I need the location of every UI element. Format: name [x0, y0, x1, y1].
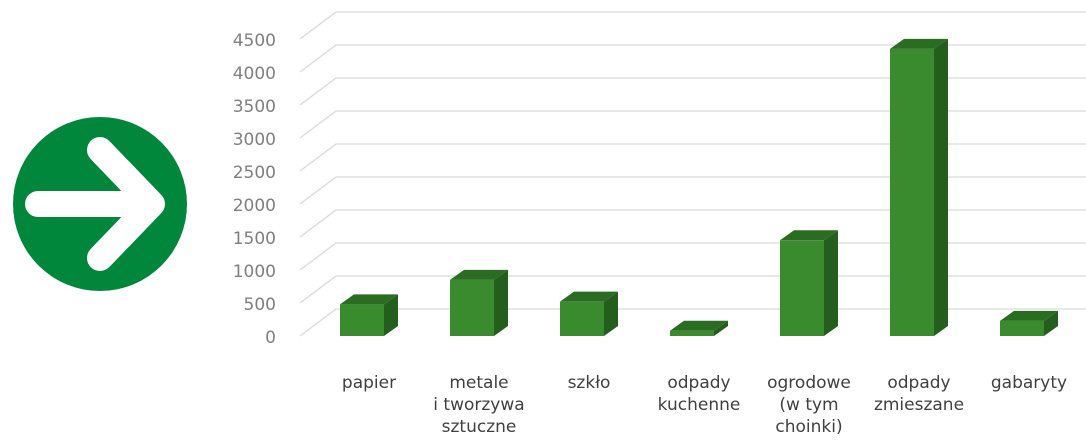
bar-side [494, 269, 508, 336]
bar-front [780, 240, 824, 336]
category-label-line: gabaryty [991, 373, 1067, 393]
grid-line [299, 176, 1086, 205]
bar [450, 269, 508, 336]
y-tick-label: 1000 [233, 262, 276, 282]
bar-top [560, 291, 618, 302]
bar [340, 294, 398, 336]
category-label-line: ogrodowe [767, 373, 851, 393]
grid-line [299, 110, 1086, 139]
grid-lines [299, 11, 1086, 337]
bar [890, 38, 948, 337]
y-tick-label: 0 [265, 328, 276, 348]
category-label-line: (w tym [779, 395, 838, 415]
grid-line [299, 209, 1086, 238]
bar-top [1000, 310, 1058, 321]
bar [560, 291, 618, 336]
grid-line [299, 44, 1086, 73]
bar-front [560, 301, 604, 336]
bars [340, 38, 1058, 337]
bar-front [670, 330, 714, 336]
grid-line [299, 77, 1086, 106]
category-label-line: zmieszane [874, 395, 964, 415]
y-tick-label: 3500 [233, 97, 276, 117]
bar [1000, 310, 1058, 336]
category-label-line: szkło [568, 373, 611, 393]
bar-side [714, 320, 728, 336]
bar-top [780, 230, 838, 241]
category-label: szkło [568, 373, 611, 393]
category-label: odpady kuchenne [658, 373, 741, 415]
grid-line [299, 242, 1086, 271]
y-tick-label: 1500 [233, 229, 276, 249]
category-label: odpady zmieszane [874, 373, 964, 415]
bar-side [384, 294, 398, 336]
category-label: gabaryty [991, 373, 1067, 393]
category-label-line: odpady [667, 373, 730, 393]
bar-side [824, 230, 838, 336]
category-label: ogrodowe (w tym choinki) [767, 373, 851, 437]
y-tick-label: 3000 [233, 130, 276, 150]
category-label-line: choinki) [775, 417, 842, 437]
bar-front [340, 304, 384, 336]
category-labels: papier metale i tworzywa sztuczne szkło odpad… [342, 373, 1067, 437]
category-label-line: sztuczne [442, 417, 517, 437]
grid-line [299, 11, 1086, 40]
y-tick-label: 500 [244, 295, 276, 315]
grid-line [299, 275, 1086, 304]
bar-side [1044, 310, 1058, 336]
bar-top [340, 294, 398, 305]
bar-front [890, 48, 934, 337]
category-label-line: metale [449, 373, 508, 393]
category-label-line: kuchenne [658, 395, 741, 415]
category-label-line: odpady [887, 373, 950, 393]
category-label-line: i tworzywa [433, 395, 524, 415]
y-tick-label: 4500 [233, 31, 276, 51]
y-tick-label: 2500 [233, 163, 276, 183]
bar-top [450, 269, 508, 280]
bar [780, 230, 838, 336]
bar [670, 320, 728, 336]
bar-front [450, 279, 494, 336]
y-tick-label: 4000 [233, 64, 276, 84]
bar-side [604, 291, 618, 336]
category-label: metale i tworzywa sztuczne [433, 373, 524, 437]
y-axis-ticks: 0 500 1000 1500 2000 2500 3000 3500 4000 4500 [233, 31, 276, 348]
bar-front [1000, 320, 1044, 336]
category-label: papier [342, 373, 396, 393]
bar-side [934, 38, 948, 337]
category-label-line: papier [342, 373, 396, 393]
arrow-right-circle-icon [13, 117, 187, 291]
y-tick-label: 2000 [233, 196, 276, 216]
grid-line [299, 143, 1086, 172]
bar-top [890, 38, 948, 49]
bar-top [670, 320, 728, 331]
